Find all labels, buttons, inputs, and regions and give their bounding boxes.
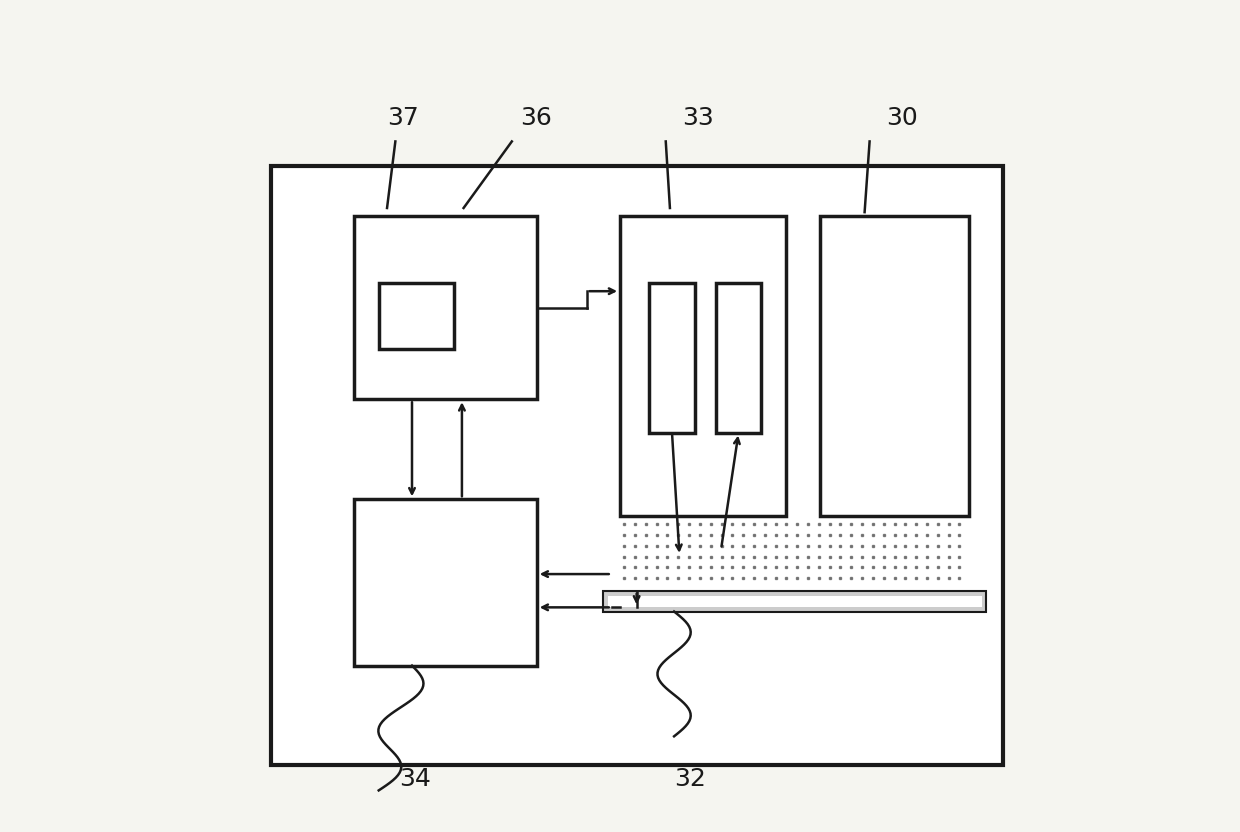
Text: 37: 37 [387,106,419,130]
Text: 36: 36 [520,106,552,130]
FancyBboxPatch shape [353,216,537,399]
Text: 34: 34 [399,767,432,791]
FancyBboxPatch shape [820,216,970,516]
FancyBboxPatch shape [378,283,454,349]
FancyBboxPatch shape [649,283,694,433]
Text: 33: 33 [682,106,714,130]
FancyBboxPatch shape [604,591,986,612]
FancyBboxPatch shape [620,216,786,516]
Text: 30: 30 [887,106,918,130]
Text: 32: 32 [675,767,706,791]
FancyBboxPatch shape [608,596,982,607]
FancyBboxPatch shape [353,499,537,666]
FancyBboxPatch shape [270,166,1003,765]
FancyBboxPatch shape [715,283,761,433]
